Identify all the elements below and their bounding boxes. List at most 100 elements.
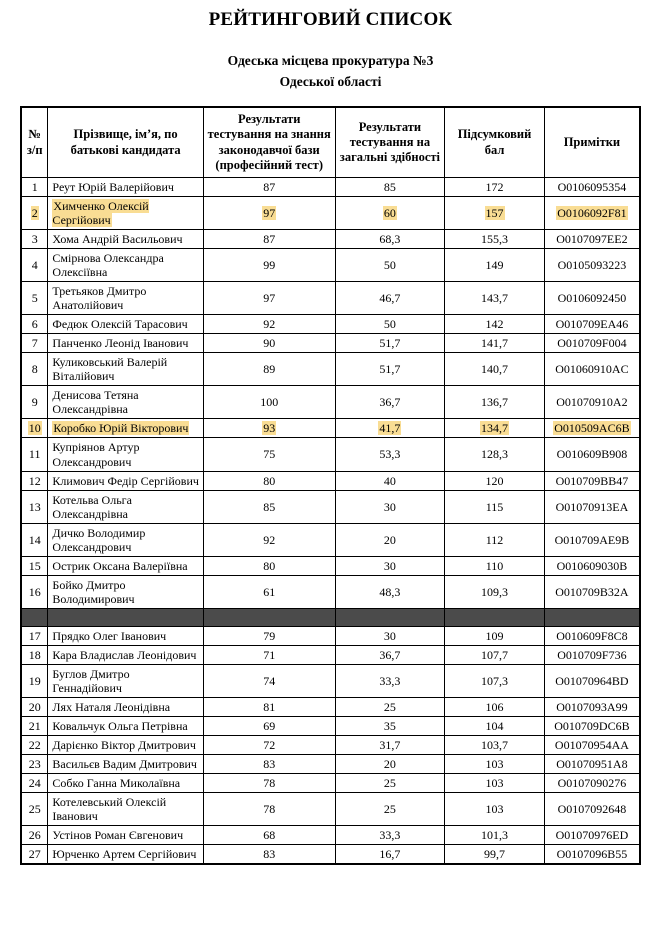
total-score: 112 (444, 522, 545, 557)
prof-test-score: 68 (202, 825, 336, 846)
row-number-text: 9 (31, 395, 38, 410)
subtitle-region: Одеської області (279, 74, 382, 89)
page-title: РЕЙТИНГОВИЙ СПИСОК (208, 9, 453, 30)
total-score: 103 (444, 773, 545, 794)
general-ability-score: 50 (334, 314, 446, 335)
candidate-name-text: Кара Владислав Леонідович (52, 647, 197, 662)
general-ability-score-text: 50 (383, 317, 396, 332)
table-row: 15 Острик Оксана Валеріївна 80 30 110 O010609… (20, 555, 641, 576)
prof-test-score-text: 71 (263, 647, 276, 662)
candidate-name-text: Климович Федір Сергійович (52, 473, 199, 488)
candidate-name: Острик Оксана Валеріївна (47, 555, 204, 576)
total-score-text: 104 (485, 718, 504, 733)
prof-test-score: 93 (202, 418, 336, 439)
prof-test-score: 80 (202, 555, 336, 576)
row-number-text: 16 (28, 584, 41, 599)
candidate-name-text: Панченко Леонід Іванович (52, 336, 189, 351)
row-number: 19 (20, 663, 49, 698)
prof-test-score: 61 (202, 574, 336, 609)
candidate-name: Котелевський Олексій Іванович (47, 792, 204, 827)
note-id: O0107097EE2 (543, 229, 641, 250)
note-id-text: O010709DC6B (554, 718, 630, 733)
candidate-name-text: Федюк Олексій Тарасович (52, 317, 188, 332)
general-ability-score: 36,7 (334, 644, 446, 665)
row-number-text: 17 (28, 628, 41, 643)
total-score-text: 115 (485, 499, 504, 514)
prof-test-score-text: 83 (263, 847, 276, 862)
note-id-text: O0107097EE2 (556, 232, 628, 247)
candidate-name-text: Денисова Тетяна Олександрівна (52, 388, 139, 417)
table-row: 4 Смірнова Олександра Олексіївна 99 50 149 O0… (20, 248, 641, 283)
note-id: O0105093223 (543, 248, 641, 283)
general-ability-score-text: 16,7 (379, 847, 401, 862)
total-score-text: 120 (485, 473, 504, 488)
note-id: O0107096B55 (543, 844, 641, 865)
row-number-text: 10 (27, 421, 42, 436)
general-ability-score: 48,3 (334, 574, 446, 609)
separator-cell (444, 607, 545, 627)
general-ability-score: 25 (334, 773, 446, 794)
general-ability-score: 68,3 (334, 229, 446, 250)
prof-test-score-text: 78 (263, 802, 276, 817)
row-number-text: 3 (31, 232, 38, 247)
prof-test-score-text: 80 (263, 473, 276, 488)
candidate-name: Третьяков Дмитро Анатолійович (47, 281, 204, 316)
row-number-text: 19 (28, 673, 41, 688)
total-score: 109 (444, 625, 545, 646)
note-id-text: O010709F004 (557, 336, 627, 351)
prof-test-score-text: 97 (262, 206, 277, 221)
total-score-text: 110 (485, 558, 504, 573)
note-id-text: O01070913EA (555, 499, 629, 514)
note-id-text: O010709B32A (555, 584, 629, 599)
general-ability-score: 25 (334, 792, 446, 827)
general-ability-score-text: 60 (382, 206, 397, 221)
general-ability-score: 25 (334, 696, 446, 717)
prof-test-score: 83 (202, 753, 336, 775)
note-id-text: O01070964BD (555, 673, 629, 688)
note-id: O01070910A2 (543, 385, 641, 420)
table-row: 19 Буглов Дмитро Геннадійович 74 33,3 107,3 O… (20, 663, 641, 698)
total-score: 140,7 (444, 352, 545, 387)
prof-test-score: 78 (202, 773, 336, 794)
note-id: O010709AE9B (543, 522, 641, 557)
row-number: 8 (20, 352, 49, 387)
header-prof-test-score: Результати тестування на знання законода… (202, 106, 336, 178)
general-ability-score: 50 (334, 248, 446, 283)
row-number-text: 21 (28, 718, 41, 733)
row-number: 10 (20, 418, 49, 439)
note-id: O01070951A8 (543, 753, 641, 775)
prof-test-score-text: 99 (263, 258, 276, 273)
row-number-text: 13 (28, 499, 41, 514)
general-ability-score-text: 51,7 (379, 362, 401, 377)
table-row: 24 Собко Ганна Миколаївна 78 25 103 O01070902… (20, 773, 641, 794)
prof-test-score-text: 80 (263, 558, 276, 573)
general-ability-score-text: 30 (383, 499, 396, 514)
row-number: 3 (20, 229, 49, 250)
total-score-text: 107,7 (481, 647, 509, 662)
header-total-score: Підсумковий бал (444, 106, 545, 178)
prof-test-score-text: 92 (263, 317, 276, 332)
total-score: 103 (444, 753, 545, 775)
row-number-text: 7 (31, 336, 38, 351)
row-number: 20 (20, 696, 49, 717)
total-score-text: 157 (484, 206, 505, 221)
candidate-name-text: Васильєв Вадим Дмитрович (52, 757, 197, 771)
general-ability-score: 30 (334, 489, 446, 524)
note-id: O0106095354 (543, 176, 641, 198)
note-id-text: O010609B908 (556, 447, 628, 462)
note-id-text: O010709EA46 (555, 317, 629, 332)
total-score: 143,7 (444, 281, 545, 316)
general-ability-score-text: 36,7 (379, 395, 401, 410)
total-score-text: 143,7 (481, 291, 509, 306)
total-score: 141,7 (444, 333, 545, 354)
table-row: 22 Дарієнко Віктор Дмитрович 72 31,7 103,7 O0… (20, 734, 641, 756)
total-score-text: 140,7 (481, 362, 509, 377)
row-number-text: 6 (31, 317, 38, 332)
candidate-name: Юрченко Артем Сергійович (47, 844, 204, 865)
table-header-row: № з/п Прізвище, ім’я, по батькові кандид… (20, 106, 641, 178)
note-id-text: O0105093223 (557, 258, 627, 273)
general-ability-score-text: 33,3 (379, 828, 401, 843)
note-id-text: O01070951A8 (556, 757, 628, 771)
row-number: 18 (20, 644, 49, 665)
general-ability-score: 31,7 (334, 734, 446, 756)
